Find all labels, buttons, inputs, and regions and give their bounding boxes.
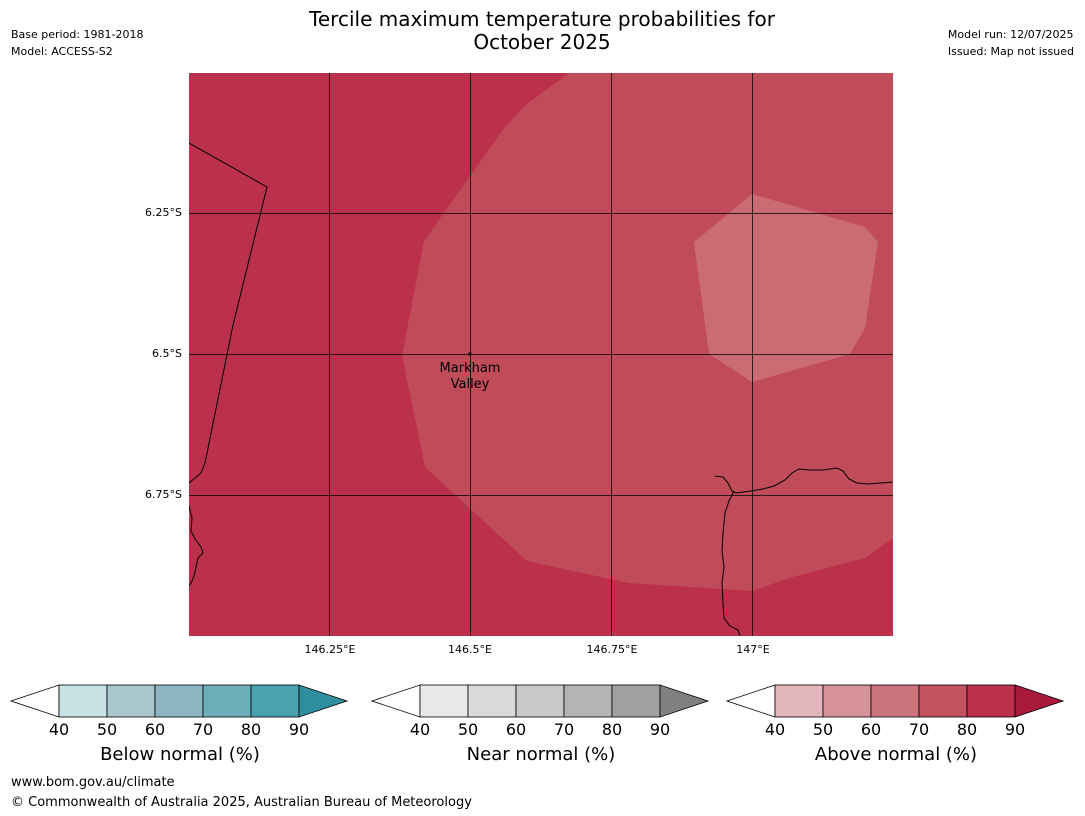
gridlines: [189, 73, 893, 636]
colorbar-segment: [467, 684, 517, 718]
place-marker: [468, 352, 472, 356]
colorbar-below-normal-bar: [10, 684, 349, 718]
colorbar-extend-low: [10, 684, 60, 718]
colorbar-tick: 50: [457, 720, 479, 739]
colorbar-tick: 90: [649, 720, 671, 739]
colorbar-segment: [611, 684, 661, 718]
colorbar-segment: [515, 684, 565, 718]
colorbar-tick: 40: [48, 720, 70, 739]
colorbar-tick: 90: [1004, 720, 1026, 739]
colorbar-segment: [563, 684, 613, 718]
colorbar-tick: 80: [601, 720, 623, 739]
coastline-right: [714, 467, 893, 494]
lat-label-6-25: 6.25°S: [145, 206, 182, 219]
colorbar-segment: [419, 684, 469, 718]
colorbar-tick: 60: [860, 720, 882, 739]
colorbar-label: Below normal (%): [100, 744, 260, 765]
title-line-1: Tercile maximum temperature probabilitie…: [309, 7, 775, 31]
footer-url: www.bom.gov.au/climate: [11, 775, 175, 790]
colorbar-tick: 70: [192, 720, 214, 739]
river-line: [721, 490, 741, 636]
meta-right: Model run: 12/07/2025 Issued: Map not is…: [948, 26, 1074, 60]
lon-label-146-25: 146.25°E: [304, 643, 356, 656]
colorbar-tick: 60: [144, 720, 166, 739]
colorbar-tick: 90: [288, 720, 310, 739]
border-line: [189, 142, 268, 484]
colorbar-above-normal-bar: [726, 684, 1065, 718]
colorbar-tick: 60: [505, 720, 527, 739]
colorbar-extend-high: [659, 684, 710, 718]
boundaries: [189, 142, 893, 636]
coastline-left: [189, 505, 204, 587]
colorbar-extend-high: [298, 684, 349, 718]
probability-map: Markham Valley: [189, 73, 893, 636]
colorbar-label: Above normal (%): [814, 744, 978, 765]
colorbar-tick: 50: [812, 720, 834, 739]
lat-label-6-75: 6.75°S: [145, 488, 182, 501]
colorbar-extend-low: [726, 684, 776, 718]
colorbar-label: Near normal (%): [466, 744, 616, 765]
colorbar-near-normal-bar: [371, 684, 710, 718]
lon-label-147: 147°E: [736, 643, 770, 656]
footer-copyright: © Commonwealth of Australia 2025, Austra…: [11, 795, 472, 810]
issued-status: Issued: Map not issued: [947, 45, 1074, 58]
map-title: Tercile maximum temperature probabilitie…: [242, 8, 842, 54]
base-period: Base period: 1981-2018: [11, 28, 144, 41]
colorbar-segment: [250, 684, 300, 718]
colorbar-segment: [822, 684, 872, 718]
colorbar-segment: [870, 684, 920, 718]
colorbar-segment: [966, 684, 1016, 718]
map-region-60-70: [694, 194, 878, 382]
colorbar-extend-high: [1014, 684, 1065, 718]
lon-label-146-75: 146.75°E: [586, 643, 638, 656]
colorbar-tick: 40: [764, 720, 786, 739]
colorbar-segment: [774, 684, 824, 718]
colorbar-tick: 40: [409, 720, 431, 739]
lat-label-6-5: 6.5°S: [152, 347, 182, 360]
colorbar-tick: 70: [908, 720, 930, 739]
colorbar-segment: [154, 684, 204, 718]
colorbar-tick: 50: [96, 720, 118, 739]
colorbar-tick: 80: [240, 720, 262, 739]
title-line-2: October 2025: [473, 30, 611, 54]
colorbar-tick: 70: [553, 720, 575, 739]
lon-label-146-5: 146.5°E: [448, 643, 492, 656]
place-label-line-2: Valley: [451, 377, 490, 392]
colorbar-segment: [202, 684, 252, 718]
model-name: Model: ACCESS-S2: [11, 45, 113, 58]
colorbar-below-normal: 40 50 60 70 80 90 Below normal (%): [10, 684, 350, 774]
colorbar-near-normal: 40 50 60 70 80 90 Near normal (%): [371, 684, 711, 774]
place-label-line-1: Markham: [440, 361, 501, 376]
meta-left: Base period: 1981-2018 Model: ACCESS-S2: [11, 26, 143, 60]
colorbar-segment: [106, 684, 156, 718]
colorbar-segment: [918, 684, 968, 718]
colorbar-segment: [58, 684, 108, 718]
colorbar-extend-low: [371, 684, 421, 718]
colorbar-tick: 80: [956, 720, 978, 739]
colorbar-above-normal: 40 50 60 70 80 90 Above normal (%): [726, 684, 1066, 774]
model-run: Model run: 12/07/2025: [947, 28, 1074, 41]
